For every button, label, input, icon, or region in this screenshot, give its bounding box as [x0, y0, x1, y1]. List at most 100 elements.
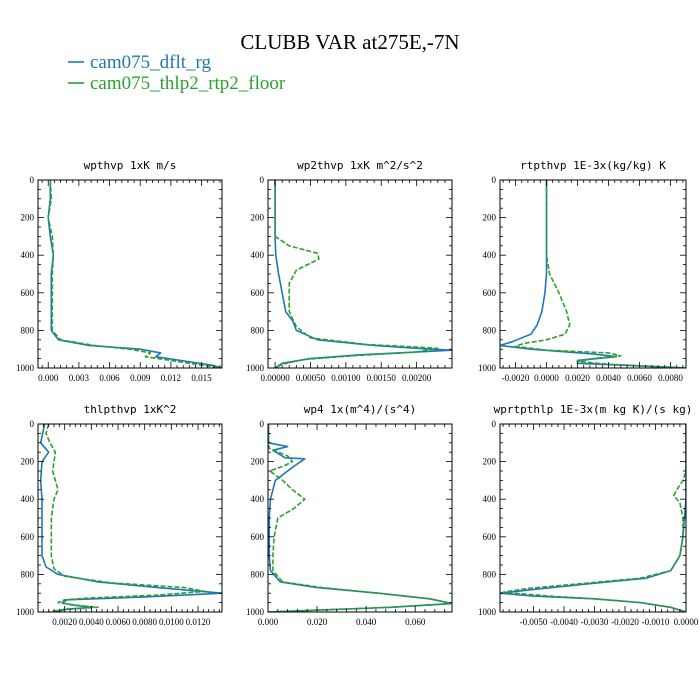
panel-6-xtick-label: -0.0020	[611, 617, 639, 627]
panel-4-xtick-label: 0.0040	[79, 617, 104, 627]
panel-4-xtick-label: 0.0060	[106, 617, 131, 627]
panel-1-xtick-label: 0.012	[161, 373, 181, 383]
panel-3-ytick-label: 200	[483, 213, 497, 223]
panel-4-ytick-label: 1000	[16, 607, 35, 617]
panel-3-ytick-label: 1000	[478, 363, 497, 373]
panel-4-ytick-label: 800	[21, 569, 35, 579]
panel-1-title: wpthvp 1xK m/s	[84, 159, 177, 172]
legend-label-2: cam075_thlp2_rtp2_floor	[90, 73, 286, 94]
panel-2-frame	[267, 179, 453, 369]
panel-3-title: rtpthvp 1E-3x(kg/kg) K	[520, 159, 666, 172]
legend-entry-1: cam075_dflt_rg	[68, 52, 212, 73]
panel-6-xtick-label: 0.0000	[674, 617, 699, 627]
panels: wpthvp 1xK m/s0.000 0.003 0.006 0.009 0.012 0…	[16, 159, 699, 627]
panel-5-ytick-label: 0	[260, 419, 265, 429]
panel-2-ytick-label: 200	[251, 213, 265, 223]
panel-6: wprtpthlp 1E-3x(m kg K)/(s kg)-0.0050 -0.…	[478, 403, 699, 627]
panel-2-series	[274, 180, 452, 368]
panel-5-series-2-line	[268, 424, 452, 612]
panel-4-xtick-label: 0.0080	[132, 617, 157, 627]
panel-2-xtick-label: 0.00000	[260, 373, 290, 383]
panel-1-ytick-label: 600	[21, 288, 35, 298]
panel-4-ytick-label: 200	[21, 457, 35, 467]
panel-1-xtick-label: 0.009	[130, 373, 151, 383]
panel-6-series-2-line	[502, 424, 686, 612]
panel-6-xtick-label: -0.0030	[581, 617, 609, 627]
panel-3-series-1-line	[500, 180, 686, 368]
panel-1-frame	[37, 179, 223, 369]
panel-4-series	[39, 424, 222, 612]
legend: cam075_dflt_rg cam075_thlp2_rtp2_floor	[68, 52, 286, 94]
panel-3-xtick-label: 0.0040	[596, 373, 621, 383]
panel-5-ytick-label: 1000	[246, 607, 265, 617]
panel-2-xtick-label: 0.00100	[331, 373, 361, 383]
panel-3-xtick-label: 0.0060	[627, 373, 652, 383]
panel-5-ytick-label: 400	[251, 494, 265, 504]
panel-1-ytick-label: 200	[21, 213, 35, 223]
panel-6-ytick-label: 0	[492, 419, 497, 429]
panel-4-xtick-label: 0.0100	[159, 617, 184, 627]
panel-6-ytick-label: 1000	[478, 607, 497, 617]
panel-2-xtick-label: 0.00050	[296, 373, 326, 383]
legend-entry-2: cam075_thlp2_rtp2_floor	[68, 73, 286, 94]
panel-3-xtick-label: 0.0000	[534, 373, 559, 383]
panel-2-xtick-label: 0.00150	[367, 373, 397, 383]
panel-1-ytick-label: 1000	[16, 363, 35, 373]
panel-2-series-2-line	[274, 180, 439, 368]
panel-2-ytick-label: 400	[251, 250, 265, 260]
panel-5-series	[268, 424, 452, 612]
panel-5-xtick-label: 0.040	[356, 617, 377, 627]
panel-1-xtick-label: 0.003	[69, 373, 90, 383]
panel-3-ytick-label: 800	[483, 325, 497, 335]
panel-5-ytick-label: 800	[251, 569, 265, 579]
panel-1-xtick-label: 0.000	[38, 373, 59, 383]
panel-3-series	[500, 180, 686, 368]
panel-2: wp2thvp 1xK m^2/s^2 0.00000 0.00050 0.00100…	[246, 159, 453, 383]
panel-6-xtick-label: -0.0040	[550, 617, 578, 627]
panel-3-frame	[499, 179, 687, 369]
panel-4-title: thlpthvp 1xK^2	[84, 403, 177, 416]
panel-6-xtick-label: -0.0010	[642, 617, 670, 627]
panel-5-xtick-label: 0.060	[405, 617, 426, 627]
panel-3-ytick-label: 0	[492, 175, 497, 185]
panel-5-ytick-label: 600	[251, 532, 265, 542]
panel-1-ytick-label: 0	[30, 175, 35, 185]
panel-4: thlpthvp 1xK^20.0020 0.0040 0.0060 0.0080 0.…	[16, 403, 223, 627]
panel-3-ytick-label: 600	[483, 288, 497, 298]
panel-4-series-1-line	[39, 424, 222, 612]
panel-6-series	[500, 424, 686, 612]
panel-1-xtick-label: 0.015	[191, 373, 212, 383]
panel-6-ytick-label: 400	[483, 494, 497, 504]
panel-3: rtpthvp 1E-3x(kg/kg) K -0.0020 0.0000 0.002…	[478, 159, 687, 383]
figure-title: CLUBB VAR at275E,-7N	[240, 30, 459, 54]
panel-5-xtick-label: 0.020	[307, 617, 328, 627]
panel-2-ytick-label: 1000	[246, 363, 265, 373]
panel-4-xtick-label: 0.0020	[52, 617, 77, 627]
panel-2-xtick-label: 0.00200	[402, 373, 432, 383]
panel-6-ytick-label: 200	[483, 457, 497, 467]
panel-3-xtick-label: 0.0080	[658, 373, 683, 383]
panel-2-ytick-label: 0	[260, 175, 265, 185]
panel-4-ytick-label: 0	[30, 419, 35, 429]
panel-1-series	[47, 180, 222, 368]
panel-3-ytick-label: 400	[483, 250, 497, 260]
panel-2-ytick-label: 600	[251, 288, 265, 298]
panel-1-series-1-line	[47, 180, 222, 368]
panel-2-title: wp2thvp 1xK m^2/s^2	[297, 159, 423, 172]
panel-5-ytick-label: 200	[251, 457, 265, 467]
panel-1-ytick-label: 400	[21, 250, 35, 260]
panel-2-ytick-label: 800	[251, 325, 265, 335]
panel-4-xtick-label: 0.0120	[186, 617, 211, 627]
panel-2-series-1-line	[274, 180, 452, 368]
panel-1: wpthvp 1xK m/s 0.000 0.003 0.006 0.009 0.012 0…	[16, 159, 223, 383]
panel-6-ytick-label: 600	[483, 532, 497, 542]
panel-1-ytick-label: 800	[21, 325, 35, 335]
panel-6-ytick-label: 800	[483, 569, 497, 579]
legend-label-1: cam075_dflt_rg	[90, 52, 212, 73]
panel-4-ytick-label: 600	[21, 532, 35, 542]
panel-5: wp4 1x(m^4)/(s^4) 0.000 0.020 0.040 0.060 0 20…	[246, 403, 453, 627]
panel-3-series-2-line	[514, 180, 686, 368]
panel-6-series-1-line	[500, 424, 686, 612]
panel-3-xtick-label: 0.0020	[565, 373, 590, 383]
